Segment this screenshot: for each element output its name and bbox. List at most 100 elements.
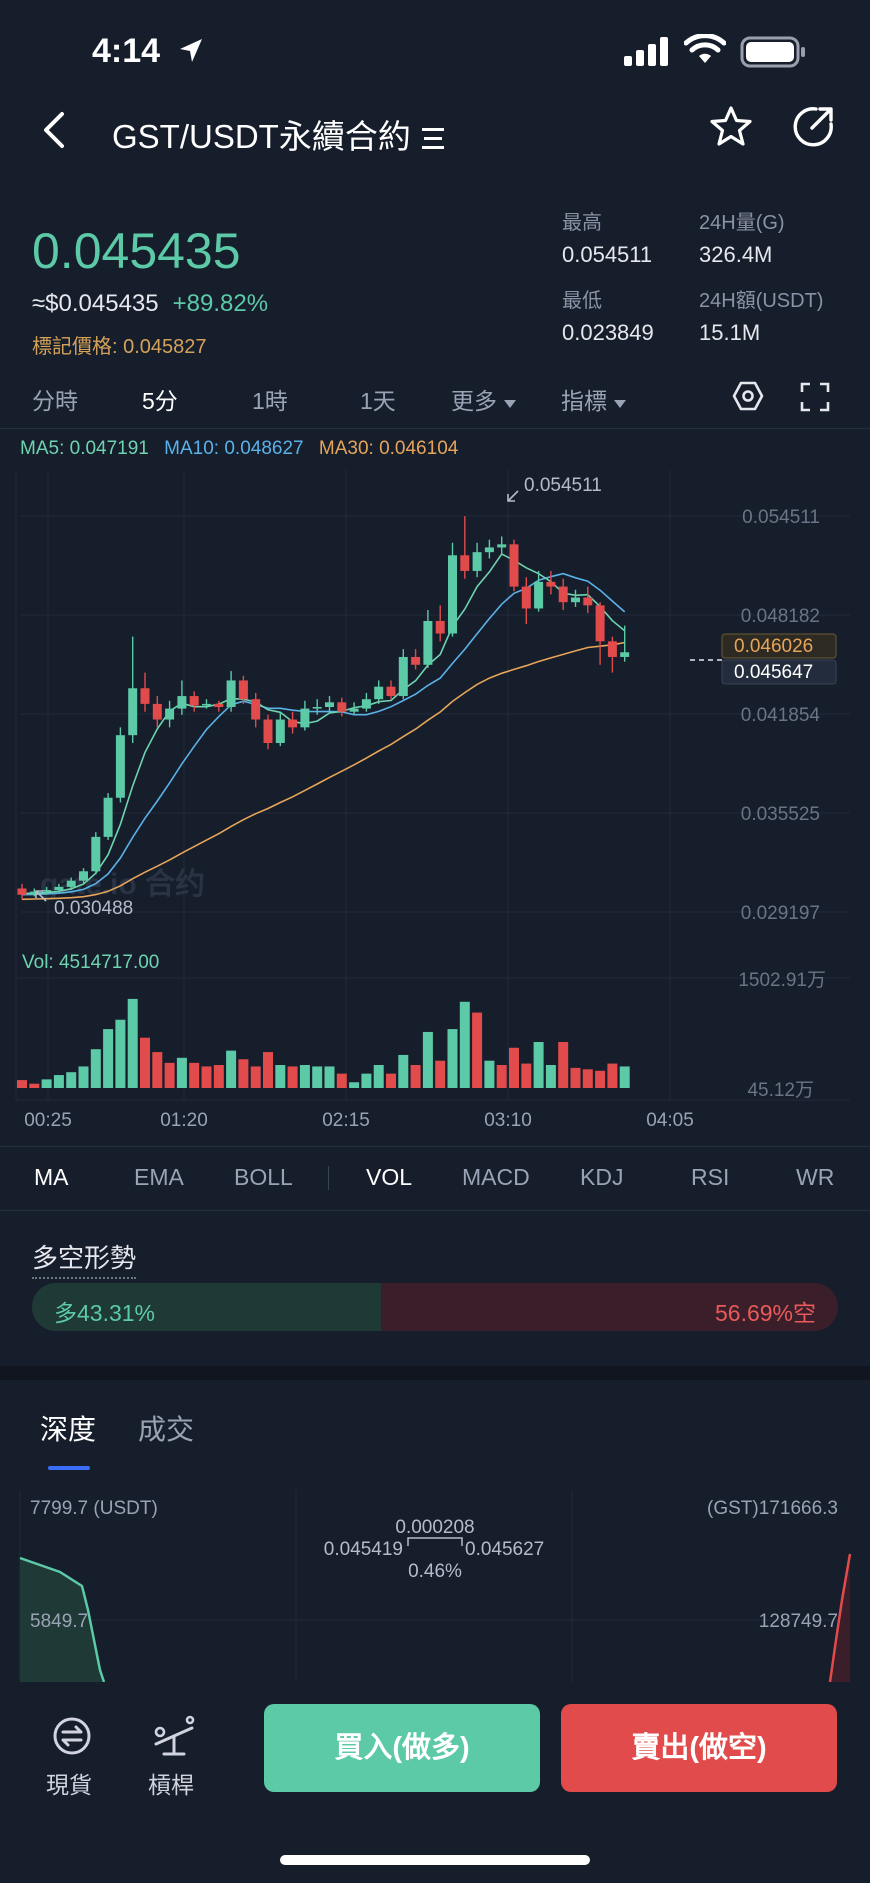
volume-bar — [66, 1072, 77, 1088]
price-tag-box — [721, 633, 837, 659]
ma10-legend: MA10: 0.048627 — [164, 438, 304, 459]
tab-1hour[interactable]: 1時 — [252, 388, 288, 414]
share-icon[interactable] — [790, 104, 836, 150]
volume-bar — [238, 1059, 249, 1088]
candle-body — [300, 708, 310, 728]
candle-body — [484, 547, 494, 553]
depth-ask: 0.045627 — [465, 1539, 544, 1560]
ma30-legend: MA30: 0.046104 — [318, 438, 459, 459]
volume-bar — [410, 1065, 421, 1088]
tab-boll[interactable]: BOLL — [234, 1164, 293, 1190]
short-percent: 56.69%空 — [714, 1300, 816, 1326]
y-axis-label: 0.041854 — [741, 705, 821, 726]
volume-bar — [250, 1066, 261, 1088]
tab-5min[interactable]: 5分 — [142, 388, 178, 414]
candle-body — [398, 656, 408, 697]
volume-bar — [115, 1019, 126, 1088]
page-title[interactable]: GST/USDT永續合約 — [112, 110, 448, 158]
long-short-title[interactable]: 多空形勢 — [32, 1238, 137, 1279]
vol-value: 326.4M — [699, 242, 773, 267]
candle-body — [177, 696, 187, 709]
divider — [0, 428, 870, 429]
tab-ema[interactable]: EMA — [134, 1164, 184, 1190]
tab-separator — [328, 1166, 329, 1190]
candle-body — [29, 891, 39, 895]
tab-timeline[interactable]: 分時 — [32, 388, 78, 414]
extreme-markers: 0.054511 0.030488 0.046026 0.045647 — [35, 475, 837, 919]
long-percent: 多43.31% — [54, 1300, 156, 1326]
candle-body — [337, 702, 347, 712]
nav-spot-label[interactable]: 現貨 — [46, 1772, 92, 1798]
candlestick-chart[interactable]: gate.io 合约 0.0545110.0481820.0418540.035… — [0, 464, 870, 1144]
high-marker-label: 0.054511 — [524, 475, 602, 496]
tab-ma[interactable]: MA — [34, 1164, 69, 1190]
volume-axis-label: 45.12万 — [747, 1080, 814, 1101]
caret-down-icon — [614, 400, 627, 408]
candle-body — [571, 597, 580, 603]
menu-lines-icon[interactable] — [420, 126, 448, 150]
mark-price-label: 標記價格: — [32, 336, 118, 358]
ma5-polyline — [21, 552, 626, 895]
candle-body — [128, 688, 138, 736]
volume-bar — [152, 1052, 163, 1088]
candle-body — [546, 581, 556, 587]
tab-kdj[interactable]: KDJ — [580, 1164, 624, 1190]
fullscreen-icon[interactable] — [800, 382, 830, 412]
tab-rsi[interactable]: RSI — [691, 1164, 730, 1190]
home-indicator[interactable] — [280, 1855, 590, 1865]
volume-bar — [140, 1037, 150, 1088]
low-value: 0.023849 — [562, 320, 654, 345]
ma30-polyline — [21, 641, 625, 901]
tab-vol[interactable]: VOL — [366, 1164, 413, 1190]
volume-bar — [398, 1054, 409, 1088]
candle-body — [607, 641, 617, 657]
price-tag-last: 0.045647 — [734, 662, 813, 683]
depth-left-top: 7799.7 (USDT) — [30, 1498, 158, 1519]
tab-macd[interactable]: MACD — [462, 1164, 530, 1190]
ma5-legend: MA5: 0.047191 — [20, 438, 149, 459]
volume-bar — [103, 1029, 114, 1088]
settings-hexagon-icon[interactable] — [732, 380, 764, 412]
mark-price-value: 0.045827 — [123, 336, 207, 358]
tab-1day[interactable]: 1天 — [360, 388, 396, 414]
candle-body — [312, 707, 322, 709]
candle-body — [42, 890, 52, 892]
cellular-signal-icon — [624, 37, 668, 66]
tab-more-label: 更多 — [451, 388, 497, 414]
nav-leverage[interactable] — [140, 1712, 208, 1812]
ma10-polyline — [21, 572, 626, 896]
candle-body — [79, 871, 88, 881]
nav-spot[interactable] — [38, 1712, 106, 1812]
star-icon[interactable] — [708, 104, 754, 150]
tab-more[interactable]: 更多 — [451, 382, 517, 416]
candle-body — [435, 620, 445, 634]
volume-bar — [164, 1062, 175, 1088]
sell-short-button[interactable]: 賣出(做空) — [561, 1704, 837, 1792]
y-axis-labels: 0.054511 0.048182 0.041854 0.035525 0.029197 — [741, 507, 821, 924]
buy-long-button[interactable]: 買入(做多) — [264, 1704, 540, 1792]
tab-trades[interactable]: 成交 — [138, 1414, 195, 1445]
candle-body — [91, 836, 101, 872]
exchange-icon — [53, 1717, 91, 1755]
volume-bar — [484, 1060, 495, 1088]
volume-bar — [447, 1029, 458, 1088]
tab-wr[interactable]: WR — [796, 1164, 835, 1190]
tab-depth[interactable]: 深度 — [40, 1414, 97, 1445]
volume-bar — [299, 1065, 310, 1088]
volume-axis-labels: 1502.91万 45.12万 — [738, 970, 826, 1101]
candle-body — [263, 719, 273, 744]
volume-bar — [422, 1031, 433, 1088]
back-arrow-icon[interactable] — [40, 110, 70, 150]
candle-body — [226, 680, 236, 708]
volume-bar — [226, 1050, 237, 1088]
depth-right-mid: 128749.7 — [759, 1611, 838, 1632]
nav-leverage-label[interactable]: 槓桿 — [148, 1772, 194, 1798]
candle-body — [202, 703, 211, 706]
volume-bar — [435, 1060, 446, 1088]
y-axis-label: 0.035525 — [741, 804, 820, 825]
tab-indicators[interactable]: 指標 — [561, 382, 627, 416]
candle-body — [17, 888, 27, 895]
candle-body — [595, 605, 605, 642]
depth-chart[interactable]: 7799.7 (USDT) 5849.7 (GST)171666.3 12874… — [0, 1480, 870, 1682]
volume-bar — [53, 1075, 64, 1088]
